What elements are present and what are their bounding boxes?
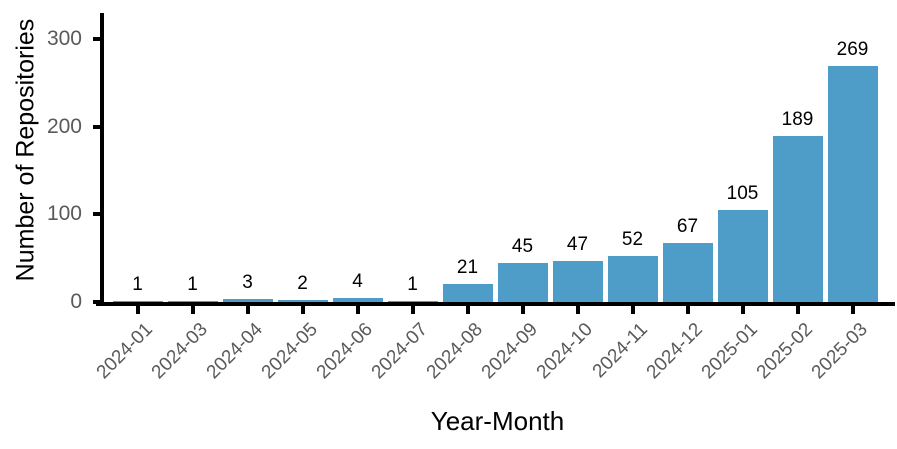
- y-tick-mark: [93, 124, 100, 129]
- y-tick-mark: [93, 300, 100, 304]
- x-tick-label: 2025-02: [752, 319, 817, 384]
- bar: [772, 136, 823, 302]
- bar-value-label: 67: [676, 216, 699, 237]
- x-tick-mark: [575, 306, 580, 314]
- bar: [552, 261, 603, 302]
- x-axis-line: [96, 302, 895, 306]
- x-tick-label: 2024-12: [642, 319, 707, 384]
- y-tick-label: 100: [46, 202, 82, 226]
- bar-value-label: 1: [407, 274, 418, 295]
- bar: [662, 243, 713, 302]
- x-tick-mark: [245, 306, 250, 314]
- x-tick-label: 2024-11: [588, 319, 652, 383]
- bar-value-label: 45: [511, 236, 534, 257]
- y-axis-line: [100, 13, 104, 306]
- x-tick-mark: [795, 306, 800, 314]
- x-tick-mark: [685, 306, 690, 314]
- x-tick-mark: [355, 306, 360, 314]
- bar-value-label: 189: [781, 109, 814, 130]
- x-tick-mark: [850, 306, 855, 314]
- bar-value-label: 52: [621, 229, 644, 250]
- bar-value-label: 1: [132, 274, 143, 295]
- bar: [112, 301, 163, 302]
- bar-value-label: 4: [352, 271, 363, 292]
- bar: [717, 210, 768, 302]
- bar: [607, 256, 658, 302]
- x-tick-mark: [740, 306, 745, 314]
- bar-value-label: 21: [456, 257, 479, 278]
- x-tick-mark: [300, 306, 305, 314]
- x-tick-label: 2024-03: [147, 319, 212, 384]
- y-axis-title: Number of Repositories: [11, 18, 40, 282]
- y-tick-label: 0: [70, 290, 82, 313]
- x-tick-mark: [465, 306, 470, 314]
- x-tick-label: 2024-06: [312, 319, 377, 384]
- bar-value-label: 105: [726, 183, 759, 204]
- bar: [167, 301, 218, 302]
- x-tick-label: 2024-09: [477, 319, 542, 384]
- x-tick-mark: [520, 306, 525, 314]
- x-tick-mark: [135, 306, 140, 314]
- bar: [827, 66, 878, 302]
- x-tick-mark: [410, 306, 415, 314]
- bar: [332, 298, 383, 302]
- bar: [222, 299, 273, 302]
- bar-value-label: 3: [242, 272, 253, 293]
- x-tick-mark: [190, 306, 195, 314]
- x-tick-label: 2025-01: [697, 319, 762, 384]
- bar: [277, 300, 328, 302]
- bar: [442, 284, 493, 302]
- x-tick-label: 2024-05: [257, 319, 322, 384]
- x-tick-mark: [630, 306, 635, 314]
- x-tick-label: 2024-10: [532, 319, 597, 384]
- x-tick-label: 2025-03: [807, 319, 872, 384]
- bar: [497, 263, 548, 302]
- bar: [387, 301, 438, 302]
- plot-area: 1 1 3 2 4 1 21 45 47 52 67 105 189 269 0 100 200 300 202…: [47, 13, 895, 383]
- y-tick-label: 200: [46, 114, 82, 138]
- x-tick-label: 2024-07: [367, 319, 432, 384]
- x-tick-label: 2024-08: [422, 319, 487, 384]
- x-axis-title: Year-Month: [430, 406, 565, 436]
- y-tick-label: 300: [46, 27, 82, 51]
- bar-value-label: 2: [297, 273, 308, 294]
- x-tick-label: 2024-04: [202, 319, 267, 384]
- y-tick-mark: [93, 37, 100, 42]
- bar-value-label: 269: [836, 39, 869, 60]
- x-tick-label: 2024-01: [92, 319, 157, 384]
- y-tick-mark: [93, 212, 100, 217]
- bar-value-label: 1: [187, 274, 198, 295]
- bar-value-label: 47: [566, 234, 589, 255]
